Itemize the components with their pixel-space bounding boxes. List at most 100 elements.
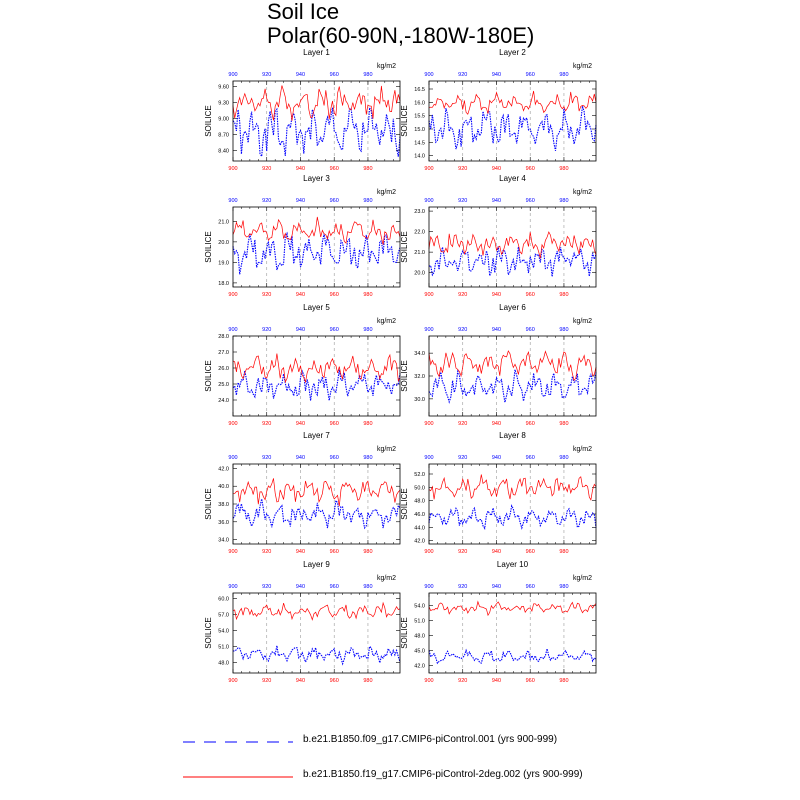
subplot-layer-7: Layer 7 kg/m2 SOILICE 900 900 920 920 940 940 960… — [204, 431, 401, 555]
subplot-title: Layer 10 — [497, 560, 529, 569]
series-line-blue — [232, 231, 401, 275]
y-tick-label: 15.5 — [414, 114, 425, 120]
x-tick-label-top: 920 — [262, 584, 271, 590]
x-tick-label-top: 900 — [424, 584, 433, 590]
x-tick-label-top: 920 — [458, 327, 467, 333]
x-tick-label-bottom: 980 — [363, 421, 372, 427]
x-tick-label-top: 960 — [526, 198, 535, 204]
y-tick-label: 25.0 — [218, 382, 229, 388]
y-tick-label: 34.0 — [414, 351, 425, 357]
plot-frame — [232, 80, 401, 162]
series-line-blue — [232, 105, 401, 159]
x-tick-label-top: 900 — [424, 198, 433, 204]
y-tick-label: 34.0 — [218, 538, 229, 544]
x-tick-label-bottom: 960 — [526, 166, 535, 172]
y-tick-label: 42.0 — [414, 539, 425, 545]
x-tick-label-top: 960 — [526, 455, 535, 461]
subplot-layer-8: Layer 8 kg/m2 SOILICE 900 900 920 920 940 940 960… — [400, 431, 597, 555]
x-tick-label-top: 920 — [458, 72, 467, 78]
x-tick-label-top: 900 — [228, 584, 237, 590]
x-tick-label-bottom: 980 — [559, 421, 568, 427]
subplot-title: Layer 6 — [499, 303, 526, 312]
units-label: kg/m2 — [573, 318, 592, 325]
y-tick-label: 42.0 — [218, 466, 229, 472]
x-tick-label-top: 980 — [363, 455, 372, 461]
y-tick-label: 16.0 — [414, 100, 425, 106]
x-tick-label-top: 960 — [526, 327, 535, 333]
x-tick-label-top: 940 — [492, 327, 501, 333]
y-tick-label: 54.0 — [414, 604, 425, 610]
units-label: kg/m2 — [573, 575, 592, 582]
subplot-layer-9: Layer 9 kg/m2 SOILICE 900 900 920 920 940 940 960… — [204, 560, 401, 684]
subplot-title: Layer 7 — [303, 431, 330, 440]
series-line-blue — [428, 369, 597, 404]
chart-title: Soil Ice — [267, 0, 340, 24]
y-axis-label: SOILICE — [400, 360, 409, 392]
series-line-blue — [232, 498, 401, 530]
y-tick-label: 14.0 — [414, 154, 425, 160]
series-line-blue — [428, 504, 597, 530]
series-line-red — [232, 601, 401, 621]
y-axis-label: SOILICE — [204, 105, 213, 137]
x-tick-label-bottom: 900 — [424, 678, 433, 684]
y-tick-label: 51.0 — [218, 644, 229, 650]
series-line-blue — [428, 246, 597, 277]
subplot-layer-10: Layer 10 kg/m2 SOILICE 900 900 920 920 940 940 96… — [400, 560, 597, 684]
x-tick-label-top: 920 — [458, 584, 467, 590]
x-tick-label-bottom: 940 — [492, 292, 501, 298]
x-tick-label-bottom: 920 — [262, 549, 271, 555]
subplot-title: Layer 1 — [303, 48, 330, 57]
x-tick-label-bottom: 960 — [526, 549, 535, 555]
x-tick-label-bottom: 940 — [296, 549, 305, 555]
subplot-layer-2: Layer 2 kg/m2 SOILICE 900 900 920 920 940 940 960… — [400, 48, 597, 172]
x-tick-label-bottom: 900 — [424, 421, 433, 427]
y-tick-label: 60.0 — [218, 596, 229, 602]
x-tick-label-bottom: 920 — [458, 292, 467, 298]
x-tick-label-top: 920 — [458, 198, 467, 204]
x-tick-label-top: 900 — [228, 327, 237, 333]
y-tick-label: 42.0 — [414, 664, 425, 670]
x-tick-label-top: 980 — [559, 327, 568, 333]
x-tick-label-bottom: 960 — [526, 678, 535, 684]
x-tick-label-top: 940 — [492, 198, 501, 204]
x-tick-label-bottom: 920 — [458, 421, 467, 427]
y-tick-label: 26.0 — [218, 366, 229, 372]
y-tick-label: 9.00 — [218, 116, 229, 122]
series-line-blue — [428, 648, 597, 665]
x-tick-label-top: 940 — [296, 72, 305, 78]
series-line-red — [232, 216, 401, 245]
subplot-title: Layer 5 — [303, 303, 330, 312]
subplot-title: Layer 3 — [303, 174, 330, 183]
y-tick-label: 16.5 — [414, 87, 425, 93]
x-tick-label-bottom: 900 — [228, 421, 237, 427]
y-axis-label: SOILICE — [400, 617, 409, 649]
x-tick-label-bottom: 900 — [228, 549, 237, 555]
y-tick-label: 9.30 — [218, 100, 229, 106]
x-tick-label-bottom: 940 — [492, 549, 501, 555]
subplot-title: Layer 8 — [499, 431, 526, 440]
x-tick-label-bottom: 980 — [559, 292, 568, 298]
x-tick-label-top: 960 — [330, 455, 339, 461]
x-tick-label-bottom: 900 — [228, 166, 237, 172]
plot-frame — [428, 206, 597, 288]
x-tick-label-top: 900 — [424, 327, 433, 333]
plot-frame — [232, 206, 401, 288]
y-axis-label: SOILICE — [400, 231, 409, 263]
y-tick-label: 36.0 — [218, 520, 229, 526]
x-tick-label-bottom: 980 — [363, 678, 372, 684]
x-tick-label-top: 940 — [492, 584, 501, 590]
x-tick-label-bottom: 900 — [424, 166, 433, 172]
y-tick-label: 50.0 — [414, 485, 425, 491]
series-line-red — [232, 353, 401, 384]
series-line-red — [428, 474, 597, 501]
units-label: kg/m2 — [573, 63, 592, 70]
x-tick-label-top: 920 — [458, 455, 467, 461]
subplot-title: Layer 2 — [499, 48, 526, 57]
x-tick-label-bottom: 960 — [330, 421, 339, 427]
x-tick-label-bottom: 940 — [296, 421, 305, 427]
x-tick-label-bottom: 920 — [458, 549, 467, 555]
x-tick-label-top: 920 — [262, 198, 271, 204]
y-tick-label: 52.0 — [414, 472, 425, 478]
y-axis-label: SOILICE — [204, 617, 213, 649]
x-tick-label-top: 960 — [330, 327, 339, 333]
